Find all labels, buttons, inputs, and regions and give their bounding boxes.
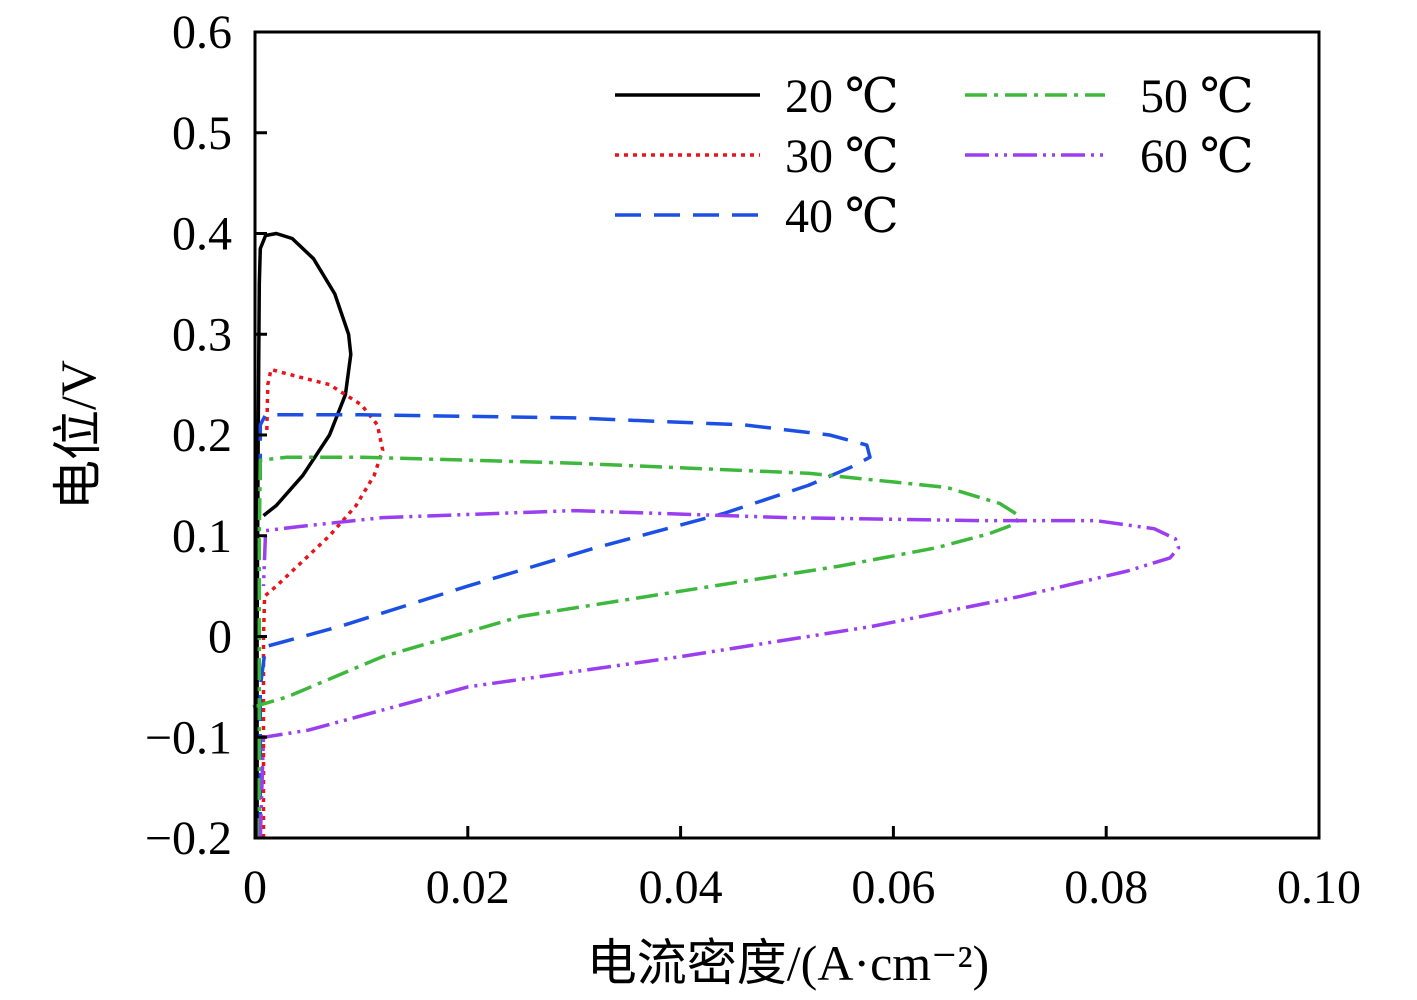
legend-label-5: 60 ℃ <box>1140 130 1254 183</box>
x-tick-label: 0.04 <box>639 861 723 914</box>
y-tick-label: 0.1 <box>172 510 232 563</box>
x-tick-label: 0.10 <box>1277 861 1361 914</box>
series-line-1 <box>255 231 353 838</box>
legend-label-2: 30 ℃ <box>785 130 899 183</box>
y-tick-label: 0.3 <box>172 308 232 361</box>
x-axis-title: 电流密度/(A·cm⁻²) <box>587 935 989 991</box>
y-tick-label: 0.4 <box>172 208 232 261</box>
x-tick-label: 0 <box>243 861 267 914</box>
y-tick-label: −0.2 <box>145 812 232 865</box>
ticks-layer: 0 0.02 0.04 0.06 0.08 0.10 −0.2 −0.1 0 0.1 0.2 0.3 0… <box>145 6 1361 914</box>
series-line-5 <box>258 508 1181 839</box>
legend: 20 ℃ 30 ℃ 40 ℃ 50 ℃ 60 ℃ <box>615 70 1254 243</box>
legend-label-3: 40 ℃ <box>785 190 899 243</box>
legend-label-4: 50 ℃ <box>1140 70 1254 123</box>
x-tick-label: 0.08 <box>1064 861 1148 914</box>
series-line-3 <box>258 413 872 838</box>
x-tick-label: 0.02 <box>426 861 510 914</box>
y-tick-label: 0.6 <box>172 6 232 59</box>
y-tick-label: −0.1 <box>145 711 232 764</box>
y-tick-label: 0.2 <box>172 409 232 462</box>
series-layer <box>252 231 1181 839</box>
y-axis-title: 电位/V <box>50 360 106 510</box>
legend-label-1: 20 ℃ <box>785 70 899 123</box>
y-tick-label: 0.5 <box>172 107 232 160</box>
series-line-4 <box>252 455 1021 838</box>
x-tick-label: 0.06 <box>851 861 935 914</box>
series-line-2 <box>261 367 385 838</box>
y-tick-label: 0 <box>208 611 232 664</box>
